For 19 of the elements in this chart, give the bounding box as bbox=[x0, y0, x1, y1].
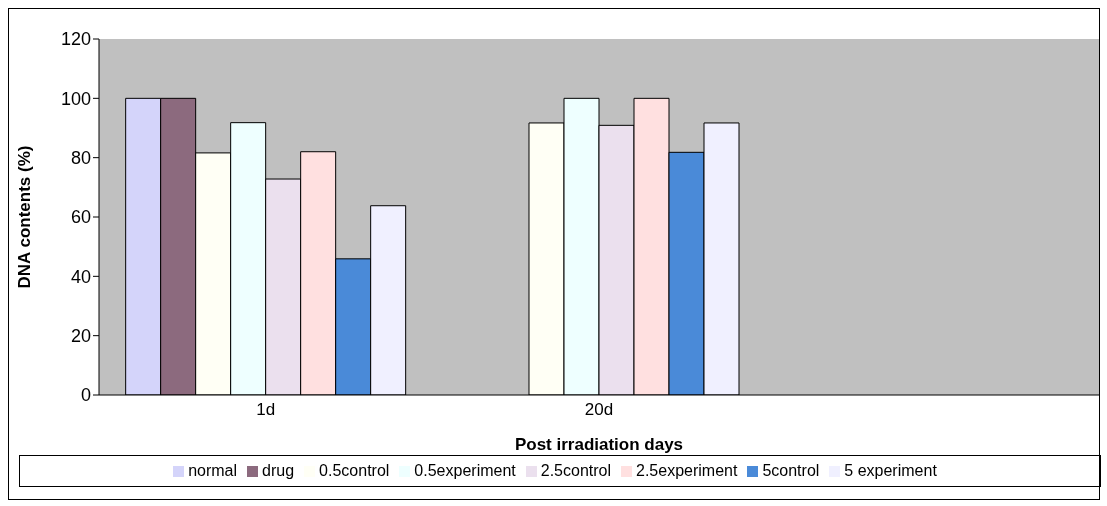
legend-label: 5 experiment bbox=[844, 462, 937, 479]
x-axis-title: Post irradiation days bbox=[514, 435, 684, 454]
y-axis-title: DNA contents (%) bbox=[15, 145, 35, 289]
legend-label: 2.5control bbox=[540, 462, 612, 479]
y-tick-label: 20 bbox=[70, 326, 91, 347]
legend-label: normal bbox=[188, 462, 238, 479]
y-tick-label: 100 bbox=[60, 88, 91, 109]
y-tick-label: 60 bbox=[70, 207, 91, 228]
x-tick-label: 20d bbox=[584, 400, 614, 420]
legend-label: drug bbox=[262, 462, 295, 479]
x-tick-label: 1d bbox=[256, 400, 276, 420]
legend-label: 0.5control bbox=[319, 462, 390, 479]
legend-label: 5control bbox=[762, 462, 820, 479]
y-tick-label: 80 bbox=[70, 148, 91, 169]
y-tick-label: 40 bbox=[70, 266, 91, 287]
legend-label: 0.5experiment bbox=[414, 462, 516, 479]
legend-label: 2.5experiment bbox=[636, 462, 738, 479]
y-tick-label: 120 bbox=[60, 29, 91, 50]
y-tick-label: 0 bbox=[80, 385, 91, 406]
